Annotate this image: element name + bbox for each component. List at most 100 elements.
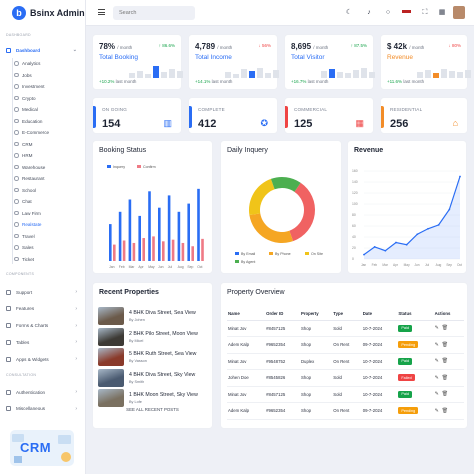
property-list-item[interactable]: 4 BHK Diva Street, Sea View By Johen [98,307,210,327]
sidebar-item-component[interactable]: Support › [6,287,80,297]
daily-inquery-chart: By Email By Phone On Site By Agent [235,177,323,264]
sidebar-sub-item[interactable]: Education [13,116,42,127]
sidebar-item-component[interactable]: Tables › [6,337,80,347]
sidebar-sub-item[interactable]: Law Firm [14,208,41,219]
delete-icon[interactable]: 🗑 [441,325,449,332]
chat-icon[interactable]: ○ [385,9,391,16]
office-icon: ▦ [355,118,364,128]
stat-label: Total Income [195,54,232,61]
edit-icon[interactable]: ✎ [434,374,439,381]
bar [128,199,132,261]
stat-footer: +10.2% last month [99,79,136,84]
sidebar-sub-item[interactable]: CRM [13,139,32,150]
table-cell: #9652354 [265,402,300,420]
bar [152,236,155,261]
sidebar-sub-item[interactable]: Travel [14,231,35,242]
flag-icon[interactable] [402,10,411,16]
status-label: COMPLETE [198,107,225,112]
sidebar-sub-item[interactable]: E-Commerce [13,127,49,138]
data-point [384,249,387,252]
property-list-item[interactable]: 1 BHK Moon Street, Sky View By Lofe [98,389,210,409]
status-card: COMPLETE 412 ✪ [188,97,278,134]
property-list-item[interactable]: 2 BHK Pilo Street, Moon View By Micel [98,327,210,348]
sidebar-sub-item[interactable]: Medical [14,104,38,115]
status-label: COMMERCIAL [294,107,328,112]
property-list-item[interactable]: 5 BHK Ruth Street, Sea View By Vasson [98,348,210,368]
sidebar-item-label: Forms & Charts [16,323,49,329]
sidebar-sub-item[interactable]: Jobs [14,70,32,81]
sidebar-sub-item[interactable]: School [13,185,36,196]
mini-bar [369,72,375,78]
sidebar-sub-item[interactable]: Restaurant [13,173,44,184]
actions-cell: ✎ 🗑 [433,369,464,387]
x-tick-label: Aug [436,263,442,267]
sidebar-sub-item[interactable]: HRM [13,150,32,161]
arrow-down-icon: ↓ [448,43,452,48]
bar [158,207,161,261]
bar [138,215,141,261]
search-input[interactable] [113,6,195,20]
delete-icon[interactable]: 🗑 [441,391,449,398]
menu-icon[interactable] [98,9,105,15]
property-thumbnail [98,348,124,366]
bar [118,211,122,261]
bar [148,191,151,261]
crm-illustration [12,434,71,463]
mini-bar [321,71,327,78]
bell-icon[interactable]: ♪ [367,9,371,16]
delete-icon[interactable]: 🗑 [441,358,449,365]
table-row: Johen Doe #8545826 Shop Sold 10-7-2024 Failed… [227,369,464,387]
sidebar-item-component[interactable]: Apps & Widgets › [6,354,80,364]
property-list-item[interactable]: 4 BHK Diva Street, Sky View By Smith [98,368,210,389]
mini-bar [353,70,359,78]
component-icon [6,306,11,312]
see-all-link[interactable]: SEE ALL RECENT POSTS [126,407,179,412]
avatar[interactable] [453,6,465,19]
submenu-line [12,58,13,264]
moon-icon[interactable]: ☾ [345,9,353,16]
sidebar-sub-item[interactable]: Realstate [13,219,41,230]
sidebar-item-more[interactable]: Authentication › [6,387,80,397]
edit-icon[interactable]: ✎ [434,358,439,365]
mini-bar [337,72,343,78]
table-row: Minat Jov #9548752 Duplex On Rent 10-7-2024 P… [227,353,464,370]
actions-cell: ✎ 🗑 [433,402,464,420]
legend-label: Confirm [143,165,156,169]
grid-icon[interactable]: ▦ [438,9,446,16]
logo[interactable]: b Bsinx Admin [12,6,85,20]
table-cell: #8457125 [265,320,300,337]
stat-card: $ 42k / month ↓ 80% Revenue +11.6% last mon… [380,34,471,90]
delete-icon[interactable]: 🗑 [441,374,449,381]
mini-bar [345,73,351,78]
component-icon [6,289,11,295]
sidebar-sub-item[interactable]: Crypto [14,93,36,104]
x-tick-label: Jan [361,263,366,267]
stat-footer-value: +10.2% [99,79,115,84]
edit-icon[interactable]: ✎ [434,341,439,348]
crm-promo-banner[interactable]: CRM [10,430,74,466]
sidebar-sub-item[interactable]: Investment [13,81,44,92]
sidebar-item-component[interactable]: Features › [6,304,80,314]
status-badge: Pending [398,407,419,415]
sidebar-sub-item[interactable]: Analytics [13,58,40,69]
table-cell: Minat Jov [227,386,266,403]
booking-status-card: Booking Status Inquery Confirm Jan Feb Mar Ap… [92,140,213,274]
table-cell: Adem Kalp [227,402,266,420]
edit-icon[interactable]: ✎ [434,391,439,398]
sidebar-item-dashboard[interactable]: Dashboard ⌄ [6,45,80,55]
sidebar-sub-item[interactable]: Warehouse [13,162,45,173]
property-author: By Vasson [129,359,147,363]
sidebar-sub-item[interactable]: Chat [14,196,32,207]
stat-value: 4,789 / month [195,42,232,51]
delete-icon[interactable]: 🗑 [441,341,449,348]
sidebar-sub-item[interactable]: Sales [14,242,34,253]
edit-icon[interactable]: ✎ [434,407,439,414]
fullscreen-icon[interactable]: ⛶ [422,9,428,16]
sidebar-item-more[interactable]: Miscellaneous › [6,404,80,414]
sidebar-sub-item[interactable]: Ticket [13,254,34,265]
legend-label: On Site [311,252,323,256]
delete-icon[interactable]: 🗑 [441,407,449,414]
legend-label: Inquery [113,165,125,169]
edit-icon[interactable]: ✎ [434,325,439,332]
sidebar-item-component[interactable]: Forms & Charts › [6,321,80,331]
